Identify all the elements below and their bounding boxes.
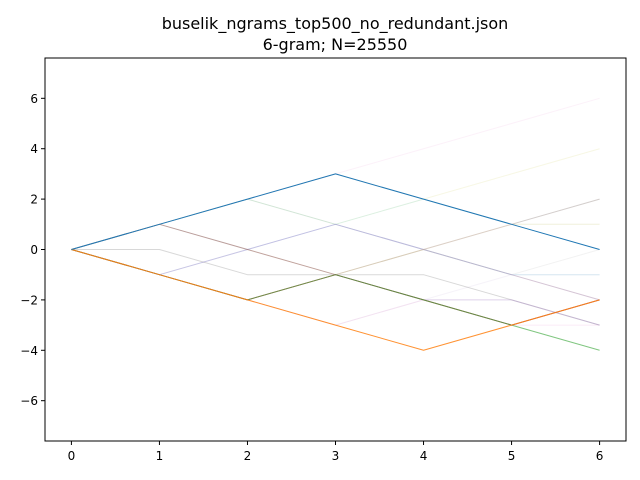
x-tick-label: 1 bbox=[156, 449, 164, 463]
x-tick-label: 0 bbox=[68, 449, 76, 463]
series-line-3 bbox=[71, 249, 600, 326]
series-line-15 bbox=[71, 198, 600, 276]
series-line-13 bbox=[71, 198, 600, 276]
x-tick-label: 6 bbox=[596, 449, 604, 463]
series-line-19 bbox=[71, 173, 600, 250]
series-line-18 bbox=[71, 223, 600, 301]
x-tick-label: 5 bbox=[508, 449, 516, 463]
series-line-0 bbox=[71, 173, 600, 250]
x-tick-label: 2 bbox=[244, 449, 252, 463]
chart-title: buselik_ngrams_top500_no_redundant.json bbox=[162, 14, 509, 34]
series-line-5 bbox=[71, 223, 600, 301]
series-line-16 bbox=[71, 249, 600, 326]
y-tick-label: 4 bbox=[30, 142, 38, 156]
series-line-1 bbox=[71, 249, 600, 351]
series-line-11 bbox=[71, 148, 600, 250]
x-tick-label: 3 bbox=[332, 449, 340, 463]
y-tick-label: 0 bbox=[30, 243, 38, 257]
series-line-7 bbox=[71, 249, 600, 326]
plot-lines bbox=[71, 97, 600, 351]
series-line-12 bbox=[71, 198, 600, 276]
y-tick-label: −4 bbox=[20, 344, 38, 358]
series-line-9 bbox=[71, 249, 600, 326]
y-tick-label: 2 bbox=[30, 193, 38, 207]
x-axis: 0 1 2 3 4 5 6 bbox=[68, 441, 604, 463]
y-axis: −6 −4 −2 0 2 4 6 bbox=[20, 92, 45, 408]
y-tick-label: −6 bbox=[20, 394, 38, 408]
chart-subtitle: 6-gram; N=25550 bbox=[263, 35, 408, 54]
series-line-8 bbox=[71, 249, 600, 326]
y-tick-label: −2 bbox=[20, 293, 38, 307]
x-tick-label: 4 bbox=[420, 449, 428, 463]
series-line-2 bbox=[71, 249, 600, 351]
y-tick-label: 6 bbox=[30, 92, 38, 106]
